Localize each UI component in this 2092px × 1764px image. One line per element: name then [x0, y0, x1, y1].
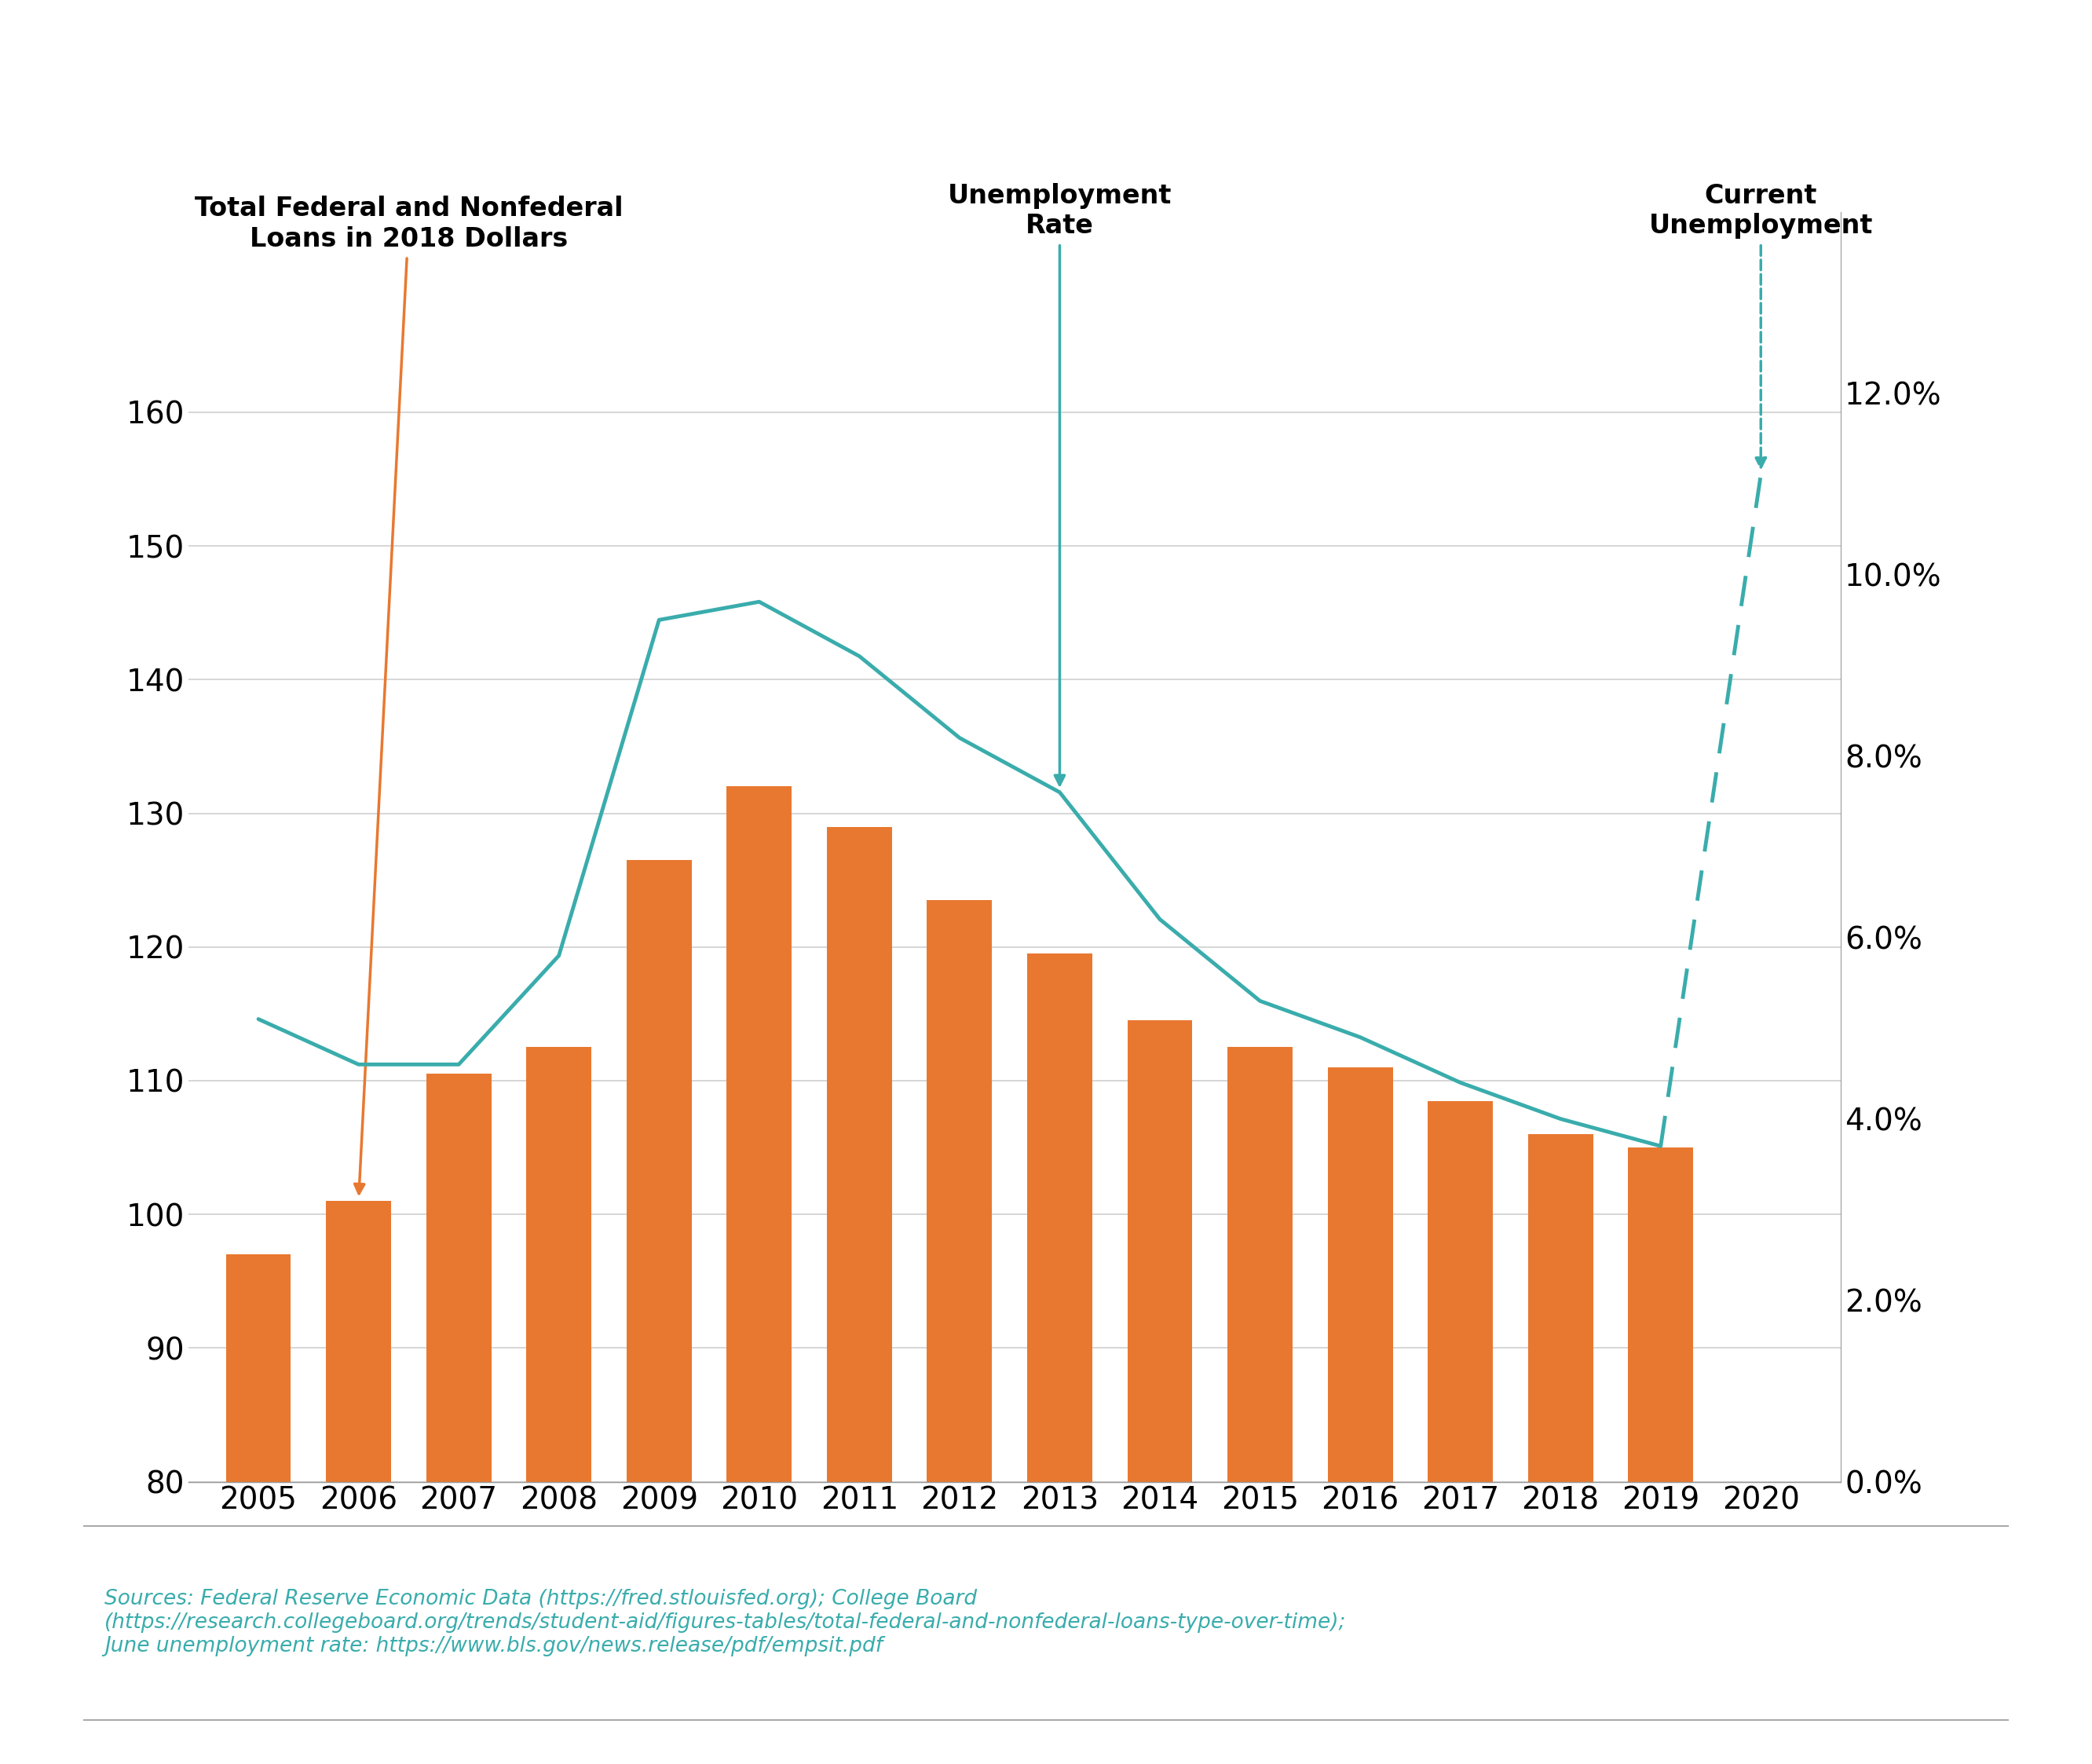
Text: Unemployment
Rate: Unemployment Rate [948, 183, 1172, 785]
Bar [626, 861, 692, 1482]
Text: Sources: Federal Reserve Economic Data (https://fred.stlouisfed.org); College Bo: Sources: Federal Reserve Economic Data (… [105, 1589, 1347, 1656]
Text: Total Federal and Nonfederal
Loans in 2018 Dollars: Total Federal and Nonfederal Loans in 20… [195, 196, 623, 1194]
Bar [1328, 1067, 1393, 1482]
Bar [927, 900, 992, 1482]
Bar [226, 1254, 291, 1482]
Text: US EDUCATION LOANS VS. UNEMPLOYMENT RATES: US EDUCATION LOANS VS. UNEMPLOYMENT RATE… [151, 44, 1941, 106]
Text: Current
Unemployment: Current Unemployment [1648, 183, 1872, 467]
Bar [527, 1048, 592, 1482]
Bar [1628, 1148, 1692, 1482]
Bar [1027, 954, 1092, 1482]
Bar [427, 1074, 492, 1482]
Bar [1128, 1021, 1192, 1482]
Bar [1429, 1101, 1494, 1482]
Bar [826, 827, 891, 1482]
Bar [1228, 1048, 1293, 1482]
Bar [726, 787, 791, 1482]
Bar [326, 1201, 391, 1482]
Bar [1527, 1134, 1594, 1482]
